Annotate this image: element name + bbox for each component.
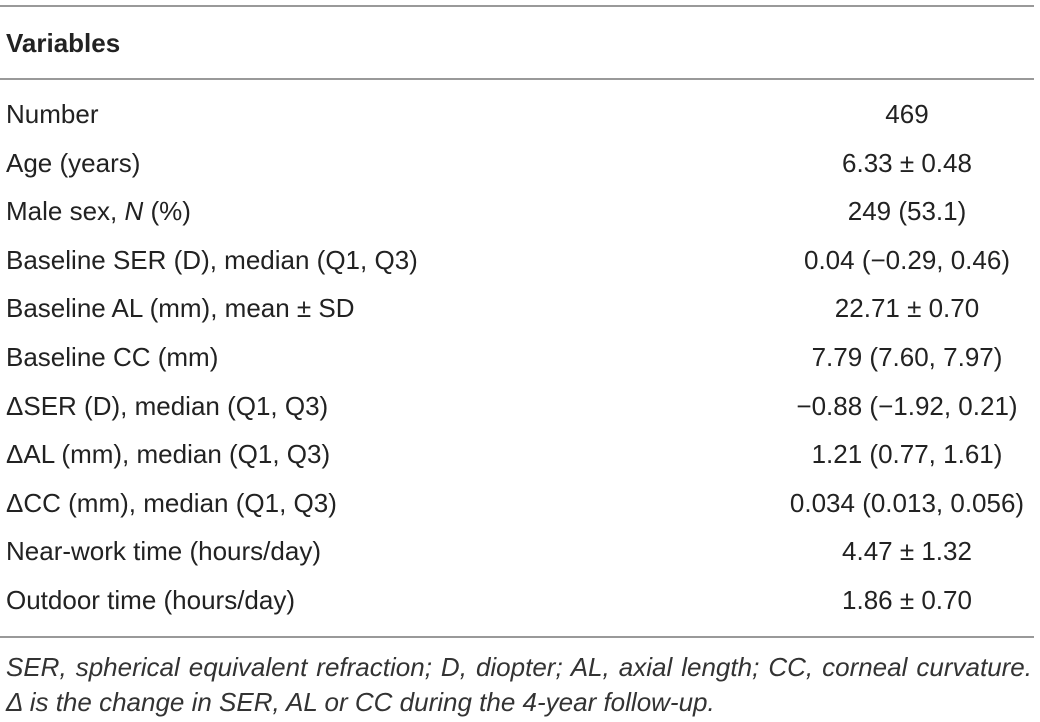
row-label: Outdoor time (hours/day) [6,585,296,615]
row-value: −0.88 (−1.92, 0.21) [796,390,1018,421]
row-value: 1.21 (0.77, 1.61) [811,439,1003,470]
row-label: Age (years) [6,147,141,178]
row-value: 469 [885,99,929,129]
row-label: ΔAL (mm), median (Q1, Q3) [6,439,331,470]
row-label: ΔSER (D), median (Q1, Q3) [6,390,329,421]
row-value: 22.71 ± 0.70 [834,293,980,324]
row-value: 0.04 (−0.29, 0.46) [804,244,1010,275]
row-value: 1.86 ± 0.70 [842,585,972,615]
row-label: ΔCC (mm), median (Q1, Q3) [6,487,337,518]
row-value: 6.33 ± 0.48 [842,147,972,178]
header-rule [0,78,1034,80]
row-label: Baseline CC (mm) [6,342,219,372]
footnote: SER, spherical equivalent refraction; D,… [6,652,1032,717]
label-part: (%) [143,196,191,227]
label-part: N [124,196,144,227]
row-label: Near-work time (hours/day) [6,536,321,567]
row-label: Number [6,99,99,129]
row-label: Male sex, N (%) [6,196,191,226]
header-cell: Variables [6,28,121,58]
row-label: Baseline AL (mm), mean ± SD [6,293,355,324]
row-value: 0.034 (0.013, 0.056) [789,487,1025,518]
label-part: Male sex, [6,196,125,227]
row-value: 4.47 ± 1.32 [842,536,972,567]
bottom-rule [0,636,1034,638]
row-value: 249 (53.1) [847,196,967,227]
row-label: Baseline SER (D), median (Q1, Q3) [6,244,418,275]
row-value: 7.79 (7.60, 7.97) [811,342,1003,372]
top-rule [0,5,1034,7]
